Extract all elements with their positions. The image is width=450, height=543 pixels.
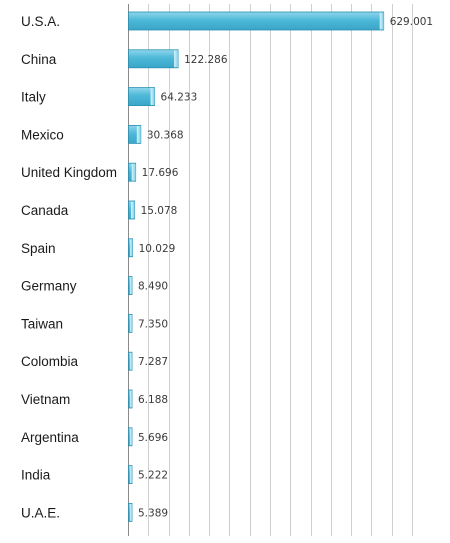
bar — [128, 313, 133, 333]
bar-cap — [129, 428, 132, 446]
category-label: Taiwan — [21, 316, 63, 331]
bar — [128, 200, 136, 220]
bar-cap — [130, 201, 135, 219]
bar-cap — [129, 277, 132, 295]
bar — [128, 502, 133, 522]
bar-cap — [174, 50, 179, 68]
bar-cap — [150, 88, 155, 106]
value-label: 30.368 — [147, 129, 184, 141]
category-label: U.S.A. — [21, 14, 60, 29]
value-label: 8.490 — [138, 281, 168, 293]
value-label: 17.696 — [142, 167, 179, 179]
category-label: India — [21, 468, 51, 483]
bar — [128, 427, 133, 447]
value-label: 10.029 — [139, 243, 176, 255]
gridlines — [148, 4, 413, 536]
bar — [128, 465, 133, 485]
category-label: U.A.E. — [21, 505, 60, 520]
bar-cap — [129, 503, 132, 521]
value-label: 7.287 — [138, 356, 168, 368]
category-label: Colombia — [21, 354, 79, 369]
bar — [128, 276, 133, 296]
category-label: Germany — [21, 279, 77, 294]
bar — [128, 389, 133, 409]
value-label: 122.286 — [184, 54, 228, 66]
bar — [128, 11, 385, 31]
category-label: China — [21, 52, 57, 67]
category-label: Mexico — [21, 127, 64, 142]
bar-body — [128, 49, 179, 69]
bar — [128, 49, 179, 69]
bar-cap — [129, 466, 132, 484]
value-label: 629.001 — [390, 16, 433, 28]
category-label: Canada — [21, 203, 69, 218]
category-label: Vietnam — [21, 392, 70, 407]
bar — [128, 125, 142, 144]
value-label: 5.389 — [138, 507, 168, 519]
bar-cap — [379, 12, 384, 30]
value-label: 5.222 — [138, 470, 168, 482]
category-label: Argentina — [21, 430, 79, 445]
value-label: 5.696 — [138, 432, 168, 444]
value-label: 6.188 — [138, 394, 168, 406]
category-labels: U.S.A. China Italy Mexico United Kingdom Cana… — [21, 14, 117, 520]
bar — [128, 238, 133, 258]
bar-cap — [129, 314, 132, 332]
category-label: Italy — [21, 90, 46, 105]
bar-cap — [131, 163, 136, 181]
bar-cap — [129, 352, 132, 370]
category-label: Spain — [21, 241, 56, 256]
category-label: United Kingdom — [21, 165, 117, 180]
value-label: 15.078 — [141, 205, 178, 217]
bar — [128, 162, 137, 182]
bar-body — [128, 11, 385, 31]
value-labels: 629.001 122.286 64.233 30.368 17.696 15.078 10… — [138, 16, 433, 519]
bar-cap — [136, 125, 141, 143]
value-label: 64.233 — [161, 92, 198, 104]
bars — [128, 11, 385, 522]
value-label: 7.350 — [138, 318, 168, 330]
bar — [128, 351, 133, 371]
bar — [128, 87, 155, 106]
bar-cap — [130, 239, 133, 257]
bar-cap — [129, 390, 132, 408]
